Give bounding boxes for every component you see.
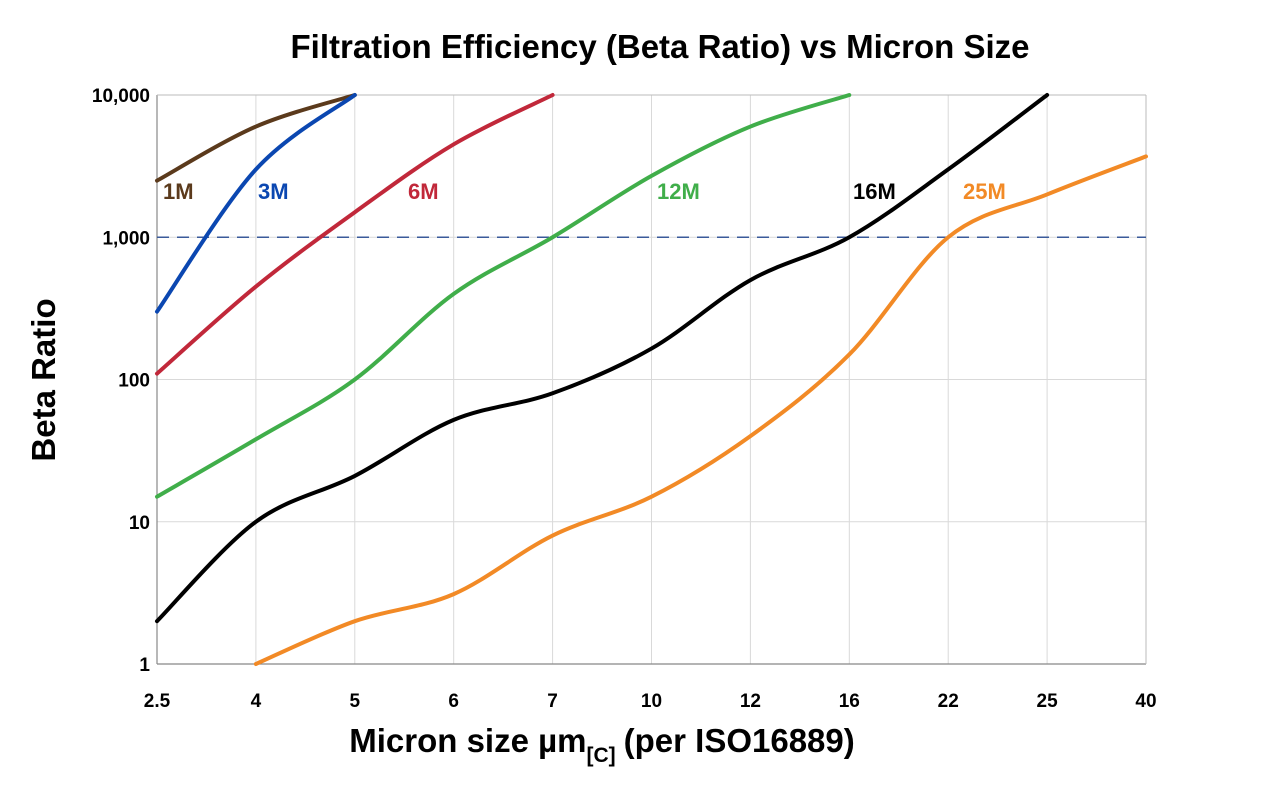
x-tick-label: 22	[938, 691, 959, 712]
series-line-25M	[253, 154, 1148, 666]
x-tick-label: 4	[251, 691, 262, 712]
x-tick-label: 2.5	[144, 691, 171, 712]
series-line-3M	[155, 93, 357, 314]
grid	[156, 94, 1147, 665]
series-label-3M: 3M	[258, 179, 289, 204]
chart-title: Filtration Efficiency (Beta Ratio) vs Mi…	[291, 28, 1030, 65]
x-tick-label: 10	[641, 691, 662, 712]
y-tick-labels: 1 10 100 1,000 10,000	[92, 86, 151, 676]
series-line-16M	[155, 93, 1050, 624]
series-labels: 1M 3M 6M 12M 16M 25M	[163, 179, 1006, 204]
series-label-12M: 12M	[657, 179, 700, 204]
series-label-6M: 6M	[408, 179, 439, 204]
series-line-6M	[155, 93, 555, 376]
y-tick-label: 1,000	[102, 228, 150, 249]
x-axis-label-suffix: (per ISO16889)	[624, 722, 855, 759]
y-tick-label: 10	[129, 513, 150, 534]
series-label-25M: 25M	[963, 179, 1006, 204]
x-axis-label-subscript: [C]	[586, 744, 615, 767]
x-tick-label: 12	[740, 691, 761, 712]
series-group	[155, 93, 1148, 666]
x-axis-label-main: Micron size µm	[349, 722, 586, 759]
series-line-1M	[155, 93, 357, 183]
series-label-1M: 1M	[163, 179, 194, 204]
x-tick-label: 25	[1037, 691, 1059, 712]
x-tick-label: 5	[350, 691, 361, 712]
x-tick-label: 16	[839, 691, 860, 712]
y-axis-label: Beta Ratio	[25, 298, 62, 461]
series-label-16M: 16M	[853, 179, 896, 204]
y-tick-label: 100	[118, 371, 150, 392]
y-tick-label: 1	[139, 655, 150, 676]
x-tick-labels: 2.5 4 5 6 7 10 12 16 22 25 40	[144, 691, 1157, 712]
x-tick-label: 40	[1135, 691, 1156, 712]
x-tick-label: 6	[448, 691, 459, 712]
x-axis-label: Micron size µm[C] (per ISO16889)	[349, 722, 855, 767]
y-tick-label: 10,000	[92, 86, 150, 107]
x-tick-label: 7	[547, 691, 558, 712]
series-line-12M	[155, 93, 852, 499]
